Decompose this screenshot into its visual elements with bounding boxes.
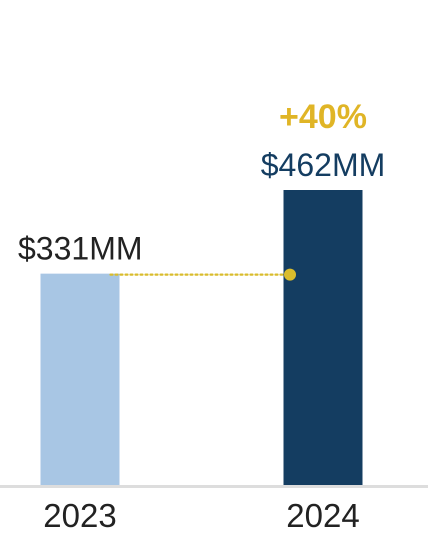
bar-2024: [283, 190, 363, 485]
tick-label-2024: 2024: [286, 497, 359, 534]
growth-annotation: +40%: [279, 98, 367, 136]
labels-layer: $331MM 2023 $462MM 2024: [18, 147, 385, 534]
comparison-connector-dot: [284, 268, 296, 281]
bar-2023: [40, 273, 120, 485]
tick-label-2023: 2023: [43, 497, 116, 534]
value-label-2024: $462MM: [261, 147, 386, 183]
value-label-2023: $331MM: [18, 231, 143, 267]
bars-layer: [40, 190, 363, 485]
